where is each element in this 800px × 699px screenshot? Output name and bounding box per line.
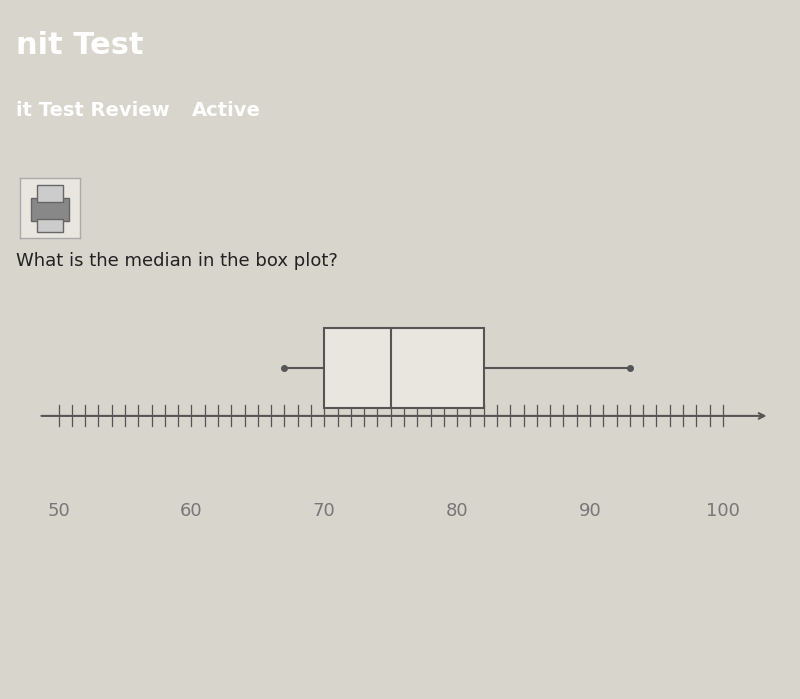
Text: nit Test: nit Test [16, 31, 144, 60]
Bar [324, 328, 484, 408]
Bar [30, 199, 70, 221]
Text: it Test Review: it Test Review [16, 101, 170, 120]
Bar [37, 219, 63, 231]
Bar [37, 185, 63, 202]
Text: Active: Active [192, 101, 261, 120]
Text: What is the median in the box plot?: What is the median in the box plot? [16, 252, 338, 270]
